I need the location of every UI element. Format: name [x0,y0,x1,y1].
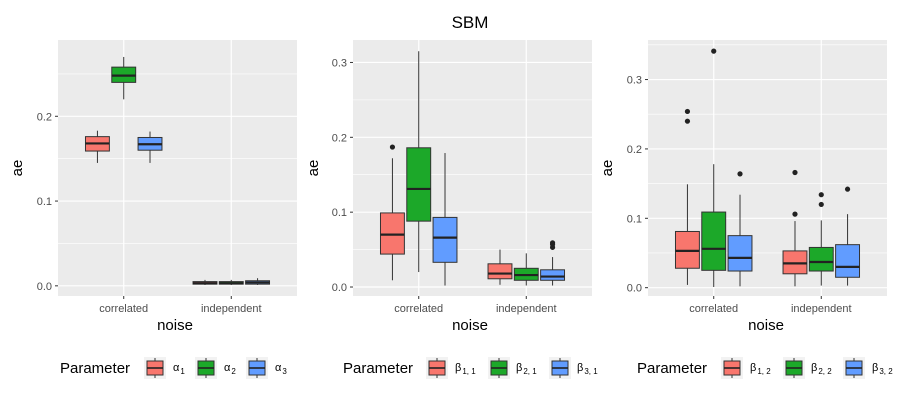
x-tick-label-correlated: correlated [99,303,148,315]
legend-item-label: α2 [224,362,236,376]
box-α1-correlated [84,130,110,163]
legend-title: Parameter [637,360,707,377]
plot-background [353,40,592,296]
y-axis-title: ae [9,160,26,177]
legend-item-2: α2 [195,357,236,379]
box-body [727,235,753,272]
box-body [835,244,861,278]
box-body [406,147,432,222]
outlier-point [684,118,691,124]
outlier-point [549,240,556,246]
legend-item-label: β1, 1 [455,362,476,376]
box-β3,1-correlated [432,153,458,286]
y-tick-label: 0.1 [627,213,642,225]
outlier-point [818,201,824,208]
box-α2-independent [218,279,244,285]
legend-title: Parameter [343,360,413,377]
x-tick-label-correlated: correlated [689,303,738,315]
x-tick-label-independent: independent [791,303,852,315]
y-axis-title: ae [599,160,616,177]
y-tick-label: 0.2 [37,111,52,123]
panel-2: 0.0 0.1 0.2 0.3 correlated independent ae noise… [305,40,598,379]
box-β3,1-independent [540,240,566,286]
box-β1,1-correlated [379,144,405,281]
outlier-point [792,169,798,176]
box-β1,2-independent [782,169,808,287]
legend-title: Parameter [60,360,130,377]
legend-item-label: β2, 1 [516,362,537,376]
y-axis-title: ae [305,160,322,177]
outlier-point [818,192,824,198]
legend: Parameter α1 α2 α3 [60,357,287,379]
legend-item-3: β3, 2 [843,357,893,379]
y-tick-label: 0.1 [37,196,52,208]
legend: Parameter β1, 2 β2, 2 β3, 2 [637,357,893,379]
box-β3,2-independent [835,186,861,286]
outlier-point [389,144,396,150]
box-body [701,211,727,271]
legend-item-label: β3, 2 [872,362,893,376]
legend-item-1: β1, 1 [426,357,476,379]
legend-item-label: β3, 1 [577,362,598,376]
legend-item-3: β3, 1 [549,357,598,379]
legend-item-3: α3 [246,357,287,379]
y-tick-label: 0.0 [37,281,52,293]
box-body [379,212,405,255]
figure-title: SBM [452,13,489,32]
box-α3-independent [245,278,271,285]
y-tick-label: 0.0 [332,282,347,294]
box-body [540,269,566,281]
box-β2,2-correlated [701,48,727,287]
outlier-point [711,48,717,54]
legend-item-2: β2, 1 [488,357,537,379]
y-tick-label: 0.2 [627,144,642,156]
box-β1,1-independent [487,249,513,285]
box-β1,2-correlated [674,108,700,285]
legend-item-1: α1 [144,357,185,379]
x-axis-title: noise [452,317,488,334]
y-tick-label: 0.0 [627,283,642,295]
legend-item-label: α1 [173,362,185,376]
legend: Parameter β1, 1 β2, 1 β3, 1 [343,357,598,379]
x-tick-label-independent: independent [496,303,557,315]
y-tick-label: 0.1 [332,207,347,219]
legend-item-label: β2, 2 [811,362,832,376]
y-tick-label: 0.2 [332,132,347,144]
box-β2,1-correlated [406,51,432,273]
x-tick-label-correlated: correlated [394,303,443,315]
box-β2,1-independent [513,253,539,286]
box-α1-independent [192,279,218,285]
x-axis-title: noise [157,317,193,334]
y-tick-label: 0.3 [332,57,347,69]
legend-item-label: β1, 2 [750,362,771,376]
box-body [487,263,513,280]
box-α2-correlated [111,56,137,100]
outlier-point [792,211,798,217]
box-body [432,216,458,263]
y-tick-label: 0.3 [627,75,642,87]
box-β3,2-correlated [727,171,753,287]
x-tick-label-independent: independent [201,303,262,315]
plot-background [58,40,297,296]
legend-item-2: β2, 2 [783,357,832,379]
x-axis-title: noise [748,317,784,334]
box-β2,2-independent [808,192,834,286]
box-body [808,246,834,272]
box-α3-correlated [137,131,163,163]
legend-item-label: α3 [275,362,287,376]
panel-1: 0.0 0.1 0.2 correlated independent ae noise Par… [9,40,297,379]
legend-item-1: β1, 2 [721,357,771,379]
outlier-point [684,108,691,115]
outlier-point [844,186,851,192]
panel-3: 0.0 0.1 0.2 0.3 correlated independent ae noise… [599,40,893,379]
outlier-point [737,171,743,177]
